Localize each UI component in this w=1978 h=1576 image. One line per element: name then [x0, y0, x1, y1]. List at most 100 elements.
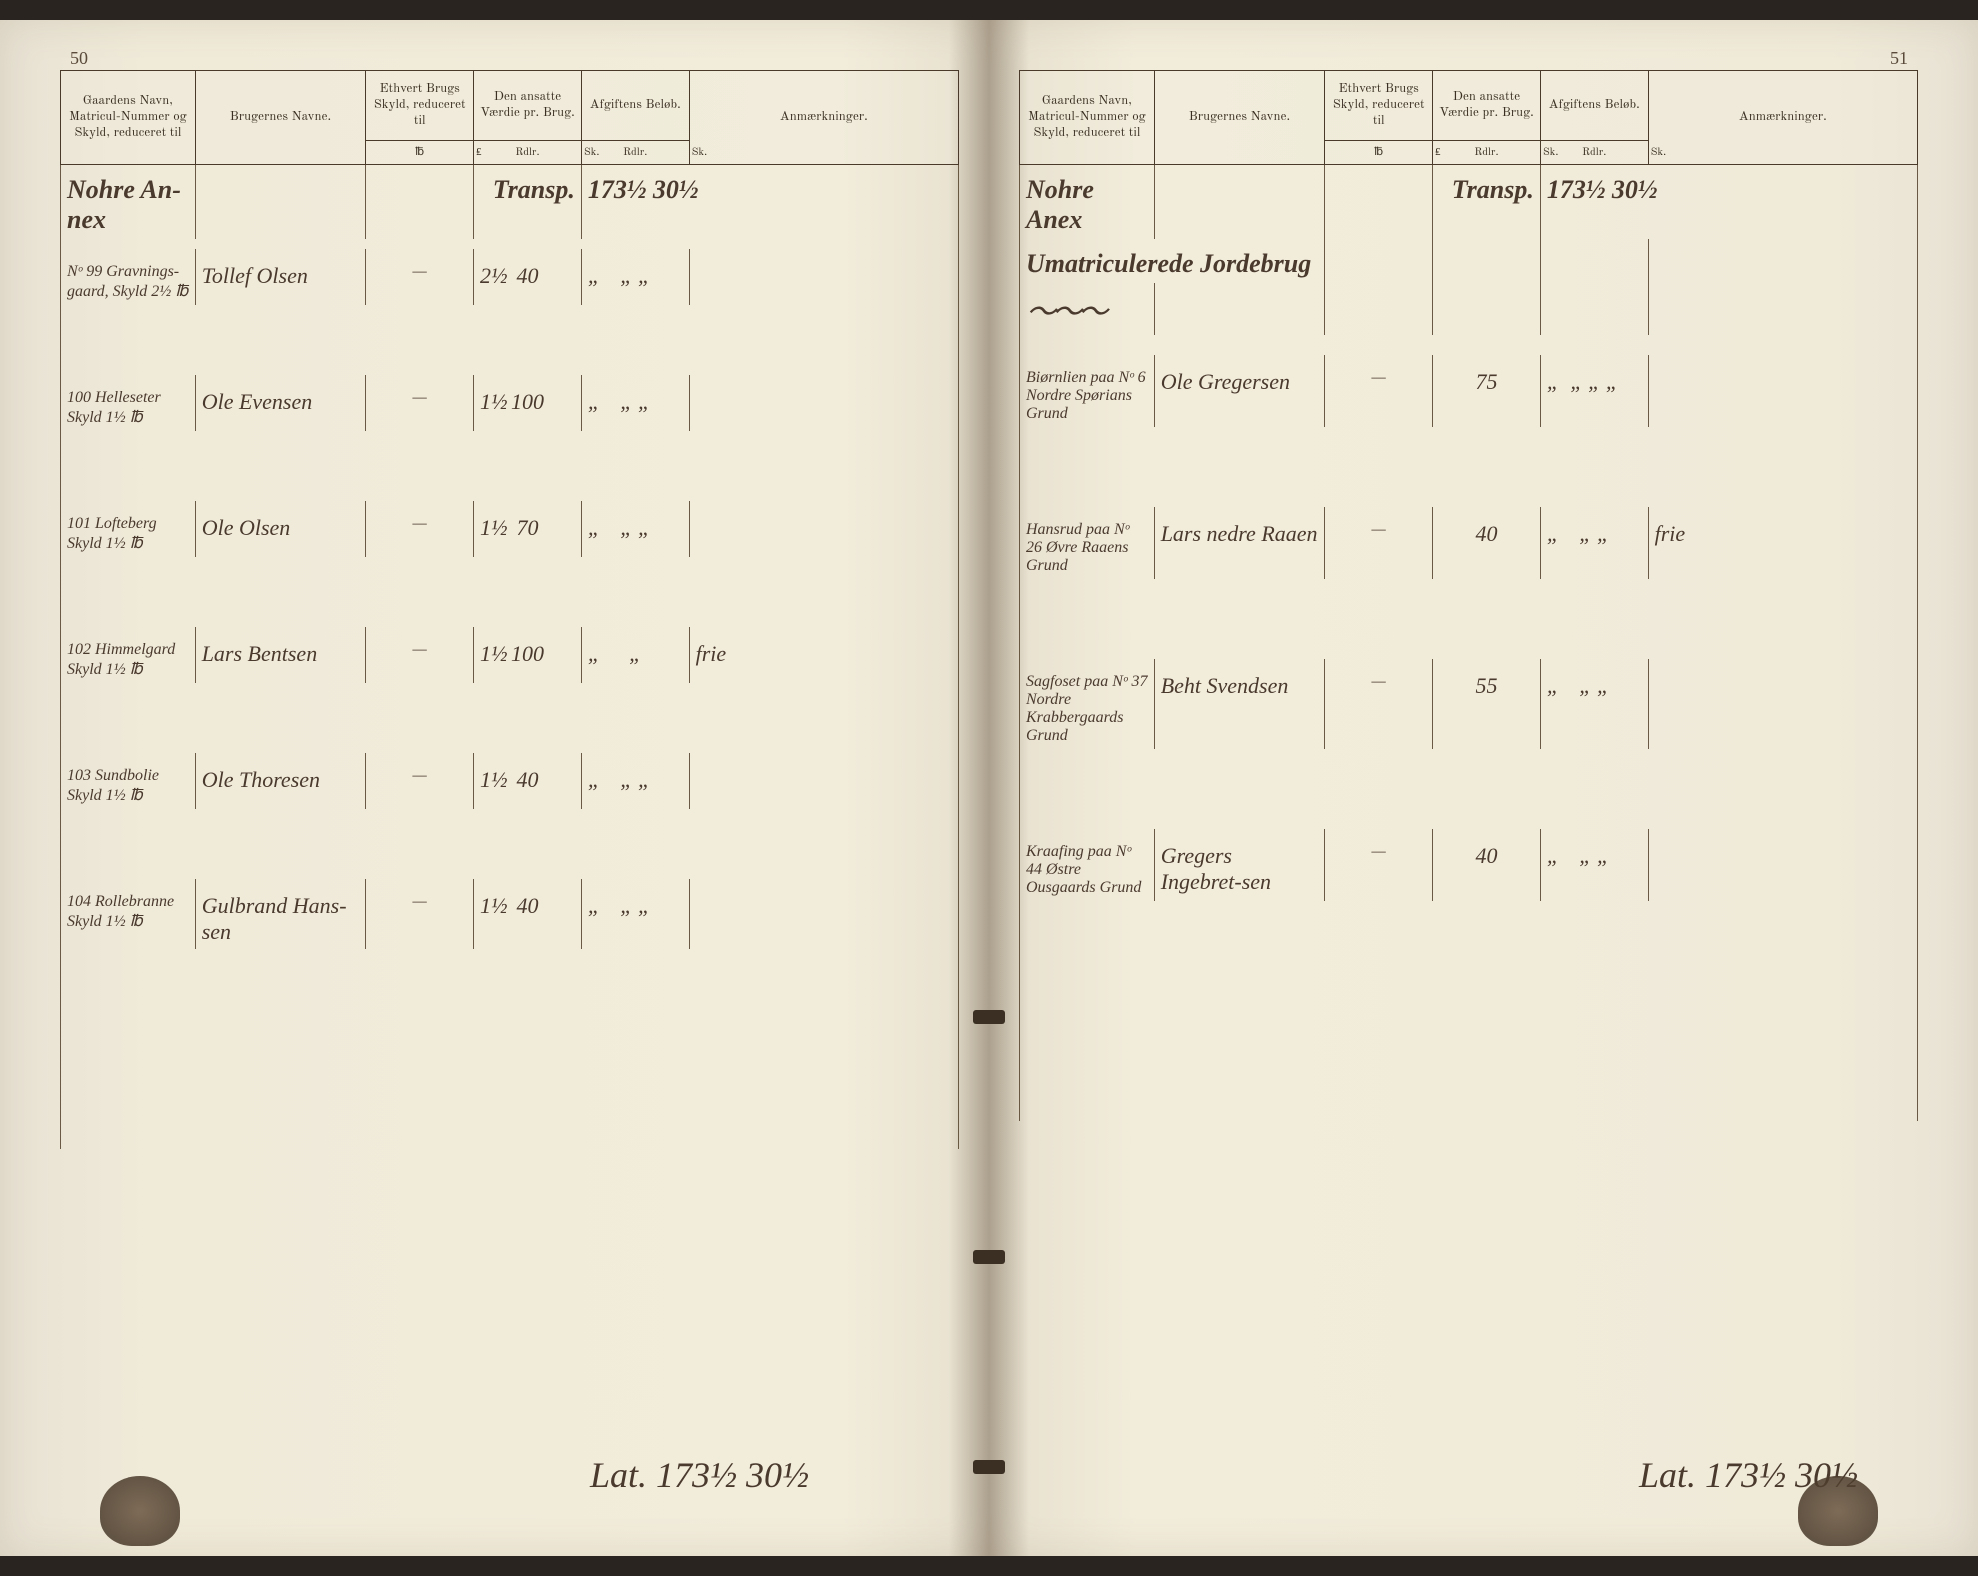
cell: Ole Olsen — [195, 501, 366, 557]
ledger-row: Kraafing paa Nᵒ 44 Østre Ousgaards Grund… — [1020, 829, 1918, 901]
table-header: Gaardens Navn, Matricul-Nummer og Skyld,… — [61, 71, 959, 165]
ledger-row: Biørnlien paa Nᵒ 6 Nordre Spørians Grund… — [1020, 355, 1918, 427]
spacer — [61, 557, 959, 627]
spacer — [61, 305, 959, 375]
squiggle-row: ～～～ — [1020, 283, 1918, 335]
col-gaard: Gaardens Navn, Matricul-Nummer og Skyld,… — [1020, 71, 1155, 165]
cell: — — [366, 879, 474, 949]
sub-skyld1: ℔ — [1325, 141, 1433, 165]
section-row: Nohre An-nex Transp. 173½ 30½ — [61, 165, 959, 240]
cell: — — [1325, 829, 1433, 901]
page-number-left: 50 — [70, 48, 88, 69]
cell: Gregers Ingebret-sen — [1154, 829, 1325, 901]
cell: — — [366, 753, 474, 809]
cell: 75 — [1433, 355, 1541, 427]
cell: Beht Svendsen — [1154, 659, 1325, 749]
section-title: Nohre An-nex — [61, 165, 196, 240]
footer-total-left: Lat. 173½ 30½ — [590, 1454, 809, 1496]
ledger-row: 104 Rollebranne Skyld 1½ ℔ Gulbrand Hans… — [61, 879, 959, 949]
cell: — — [366, 501, 474, 557]
cell: 40 — [1433, 507, 1541, 579]
cell: Gulbrand Hans-sen — [195, 879, 366, 949]
transport-label: Transp. — [1433, 165, 1541, 240]
ledger-row: Sagfoset paa Nᵒ 37 Nordre Krabbergaards … — [1020, 659, 1918, 749]
cell: — — [366, 375, 474, 431]
spacer — [61, 683, 959, 753]
col-anm: Anmærkninger. — [1648, 71, 1917, 165]
transport-value: 173½ 30½ — [1540, 165, 1917, 240]
col-bruger: Brugernes Navne. — [1154, 71, 1325, 165]
ledger-row: Nᵒ 99 Gravnings-gaard, Skyld 2½ ℔ Tollef… — [61, 249, 959, 305]
cell: Tollef Olsen — [195, 249, 366, 305]
spacer — [1020, 749, 1918, 829]
spacer — [61, 239, 959, 249]
col-vaerdi: Den ansatte Værdie pr. Brug. — [474, 71, 582, 141]
spacer — [1020, 335, 1918, 355]
col-afgift: Afgiftens Beløb. — [1540, 71, 1648, 141]
cell — [689, 249, 958, 305]
cell: Sagfoset paa Nᵒ 37 Nordre Krabbergaards … — [1020, 659, 1155, 749]
cell: Biørnlien paa Nᵒ 6 Nordre Spørians Grund — [1020, 355, 1155, 427]
sub-skyld1: ℔ — [366, 141, 474, 165]
cell — [689, 501, 958, 557]
section-title: Umatriculerede Jordebrug — [1020, 239, 1325, 283]
cell: — — [1325, 507, 1433, 579]
page-number-right: 51 — [1890, 48, 1908, 69]
spacer — [61, 949, 959, 1149]
cell — [1648, 355, 1917, 427]
cell: — — [366, 249, 474, 305]
table-header: Gaardens Navn, Matricul-Nummer og Skyld,… — [1020, 71, 1918, 165]
cell: Kraafing paa Nᵒ 44 Østre Ousgaards Grund — [1020, 829, 1155, 901]
cell: 101 Lofteberg Skyld 1½ ℔ — [61, 501, 196, 557]
transport-label: Transp. — [474, 165, 582, 240]
spacer — [1020, 579, 1918, 659]
ledger-row: 100 Helleseter Skyld 1½ ℔ Ole Evensen — … — [61, 375, 959, 431]
ledger-row: Hansrud paa Nᵒ 26 Øvre Raaens Grund Lars… — [1020, 507, 1918, 579]
spacer — [61, 809, 959, 879]
spacer — [1020, 901, 1918, 1121]
cell: — — [1325, 659, 1433, 749]
cell: Lars nedre Raaen — [1154, 507, 1325, 579]
cell: 102 Himmelgard Skyld 1½ ℔ — [61, 627, 196, 683]
ledger-row: 102 Himmelgard Skyld 1½ ℔ Lars Bentsen —… — [61, 627, 959, 683]
sub-vaerdi1: Rdlr. — [474, 141, 582, 165]
cell: Nᵒ 99 Gravnings-gaard, Skyld 2½ ℔ — [61, 249, 196, 305]
cell — [689, 879, 958, 949]
cell: 103 Sundbolie Skyld 1½ ℔ — [61, 753, 196, 809]
section-title: Nohre Anex — [1020, 165, 1155, 240]
col-bruger: Brugernes Navne. — [195, 71, 366, 165]
cell — [689, 753, 958, 809]
cell — [1648, 829, 1917, 901]
cell: Hansrud paa Nᵒ 26 Øvre Raaens Grund — [1020, 507, 1155, 579]
col-afgift: Afgiftens Beløb. — [581, 71, 689, 141]
cell: 104 Rollebranne Skyld 1½ ℔ — [61, 879, 196, 949]
ledger-table-right: Gaardens Navn, Matricul-Nummer og Skyld,… — [1019, 70, 1918, 1121]
cell: 40 — [1433, 829, 1541, 901]
cell: Ole Evensen — [195, 375, 366, 431]
section-row: Nohre Anex Transp. 173½ 30½ — [1020, 165, 1918, 240]
cell: frie — [689, 627, 958, 683]
col-skyld: Ethvert Brugs Skyld, reduceret til — [366, 71, 474, 141]
cell: — — [1325, 355, 1433, 427]
section-row: Umatriculerede Jordebrug — [1020, 239, 1918, 283]
cell: — — [366, 627, 474, 683]
col-vaerdi: Den ansatte Værdie pr. Brug. — [1433, 71, 1541, 141]
flourish-icon: ～～～ — [1020, 283, 1155, 335]
cell: Lars Bentsen — [195, 627, 366, 683]
table-body-left: Nohre An-nex Transp. 173½ 30½ Nᵒ 99 Grav… — [61, 165, 959, 1150]
col-gaard: Gaardens Navn, Matricul-Nummer og Skyld,… — [61, 71, 196, 165]
cell: Ole Thoresen — [195, 753, 366, 809]
col-anm: Anmærkninger. — [689, 71, 958, 165]
spacer — [1020, 427, 1918, 507]
cell — [1648, 659, 1917, 749]
cell: Ole Gregersen — [1154, 355, 1325, 427]
right-page: 51 Gaardens Navn, Matricul-Nummer og Sky… — [989, 20, 1978, 1556]
ledger-row: 103 Sundbolie Skyld 1½ ℔ Ole Thoresen — … — [61, 753, 959, 809]
cell: frie — [1648, 507, 1917, 579]
table-body-right: Nohre Anex Transp. 173½ 30½ Umatriculere… — [1020, 165, 1918, 1122]
ledger-book: 50 Gaardens Navn, Matricul-Nummer og Sky… — [0, 20, 1978, 1556]
cell: 55 — [1433, 659, 1541, 749]
left-page: 50 Gaardens Navn, Matricul-Nummer og Sky… — [0, 20, 989, 1556]
spacer — [61, 431, 959, 501]
cell — [689, 375, 958, 431]
